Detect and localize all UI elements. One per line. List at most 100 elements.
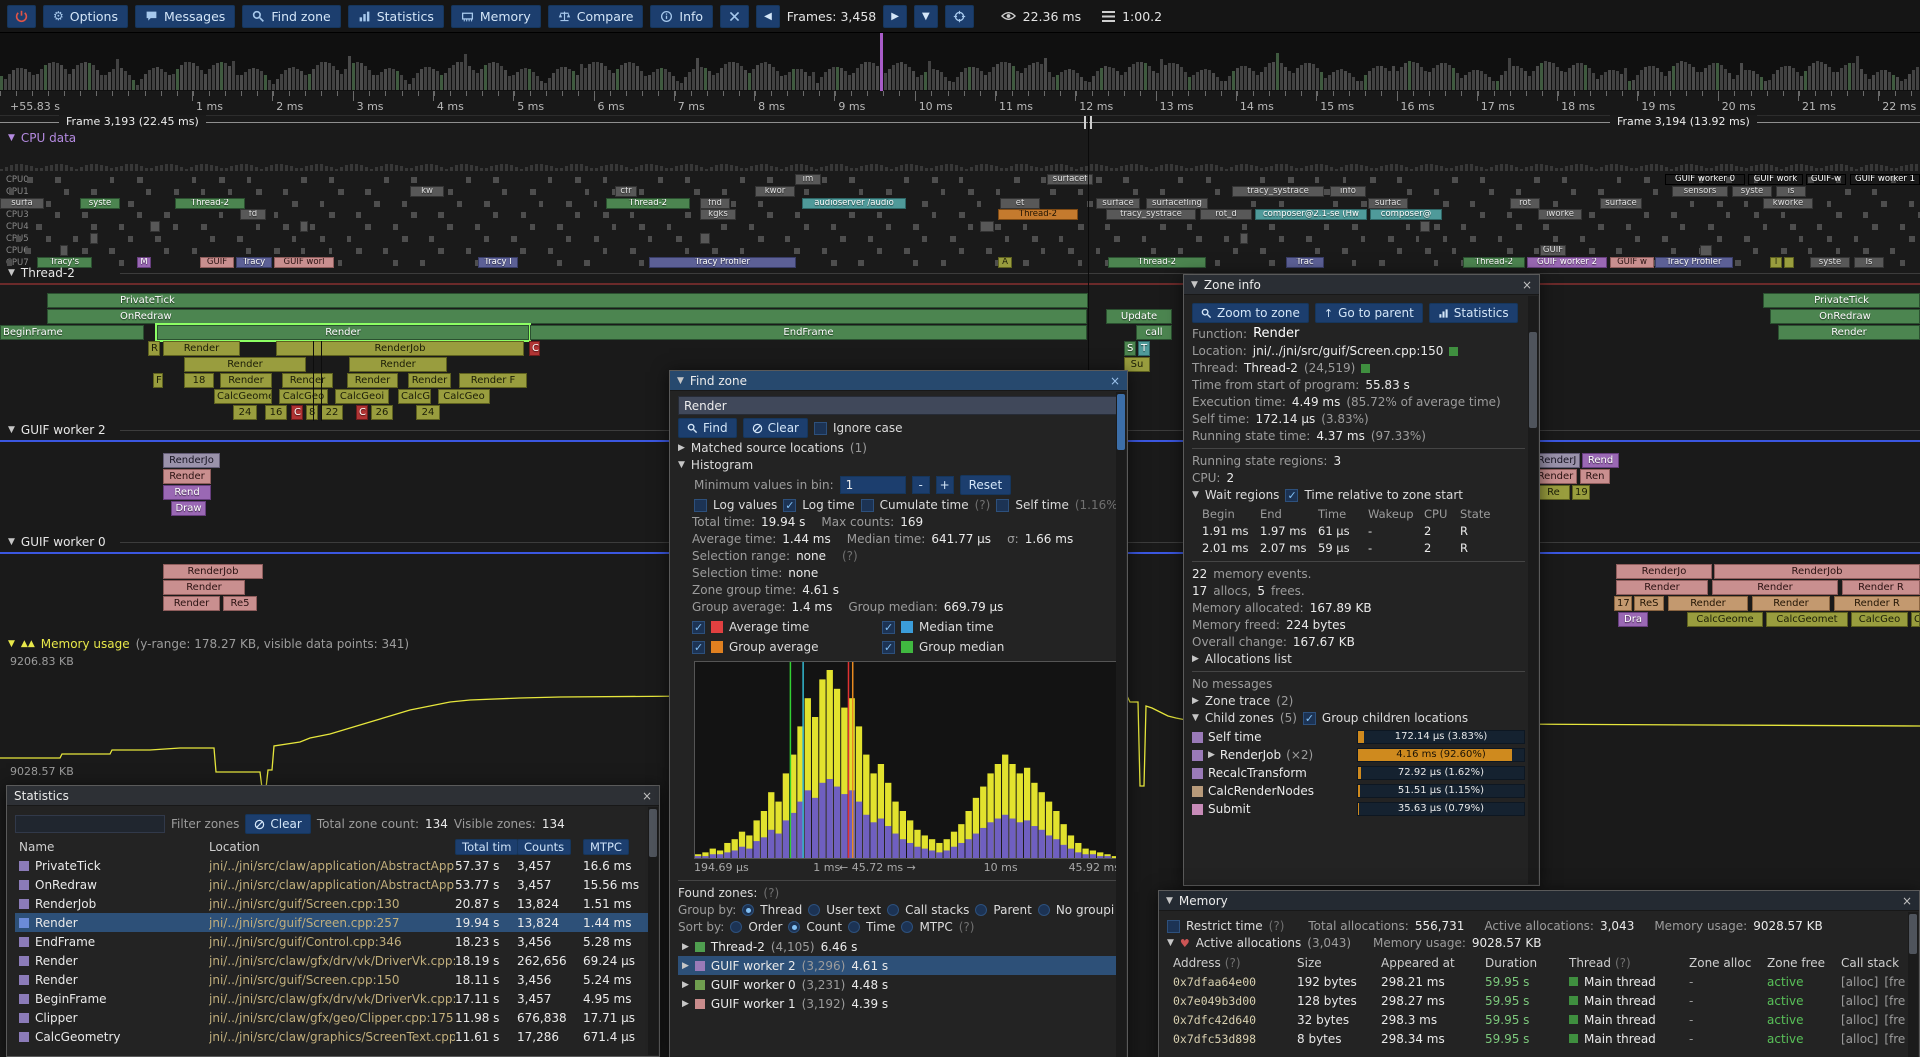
timeline-zone[interactable]: call (1136, 325, 1172, 340)
thread-header[interactable]: ▼ Thread-2 (8, 266, 75, 280)
search-input[interactable] (678, 396, 1118, 415)
column-header[interactable]: Size (1297, 955, 1322, 970)
zone-location[interactable]: jni/../jni/src/guif/Screen.cpp:130 (209, 896, 400, 911)
zone-location[interactable]: jni/../jni/src/guif/Control.cpp:346 (209, 934, 402, 949)
timeline-zone[interactable]: 17 (1614, 596, 1632, 611)
legend-checkbox[interactable] (692, 640, 705, 654)
cpu-zone[interactable]: kworke (1763, 197, 1813, 209)
cpu-zone[interactable]: info (1330, 185, 1366, 197)
time-ruler[interactable]: +55.83 s 1 ms 2 ms 3 ms 4 ms 5 ms 6 ms 7 ms 8 m… (0, 91, 1920, 116)
allocation-address[interactable]: 0x7dfc53d898 (1173, 1031, 1257, 1046)
column-header[interactable]: Location (209, 839, 260, 854)
group-children-checkbox[interactable] (1302, 711, 1316, 725)
cpu-zone[interactable] (1700, 244, 1712, 256)
column-header[interactable]: Zone alloc (1689, 955, 1752, 970)
timeline-zone[interactable]: RenderJo (163, 453, 220, 468)
collapse-arrow-icon[interactable]: ▼ (1191, 279, 1198, 290)
cpu-zone[interactable]: im (795, 174, 821, 185)
legend-checkbox[interactable] (882, 640, 895, 654)
zone-group-row[interactable]: ▶ GUIF worker 2 (3,296) 4.61 s (678, 956, 1119, 975)
help-icon[interactable]: (?) (1268, 919, 1285, 933)
frame-label[interactable]: Frame 3,194 (13.92 ms) (1610, 115, 1757, 128)
cpu-zone[interactable]: surface (1600, 197, 1642, 209)
table-row[interactable]: Clipper jni/../jni/src/claw/gfx/geo/Clipp… (15, 1008, 651, 1027)
allocations-list-row[interactable]: ▶ Allocations list (1192, 652, 1292, 666)
memory-usage-header[interactable]: ▼ ▲▲ Memory usage (y-range: 178.27 KB, v… (8, 637, 409, 651)
child-zone-row[interactable]: Self time 172.14 μs (3.83%) (1192, 728, 1525, 746)
table-row[interactable]: BeginFrame jni/../jni/src/claw/gfx/drv/vk… (15, 989, 651, 1008)
zone-location[interactable]: jni/../jni/src/claw/application/Abstract… (209, 858, 455, 873)
legend-item[interactable]: Median time (882, 620, 1072, 634)
collapse-arrow-icon[interactable]: ▼ (8, 133, 15, 143)
timeline-zone[interactable]: EndFrame (530, 325, 1087, 340)
column-header[interactable]: CPU (1424, 506, 1448, 521)
zone-location[interactable]: jni/../jni/src/claw/gfx/geo/Clipper.cpp:… (209, 1010, 454, 1025)
reset-button[interactable]: Reset (959, 475, 1012, 495)
cpu-zone[interactable] (700, 233, 710, 244)
allocation-thread[interactable]: Main thread (1584, 1012, 1656, 1027)
cpu-data-header[interactable]: ▼ CPU data (8, 131, 76, 145)
order-radio[interactable] (730, 921, 743, 933)
cpu-zone[interactable]: fnd (700, 197, 730, 209)
cpu-zone[interactable]: M (137, 256, 151, 268)
min-bin-input[interactable] (839, 476, 906, 494)
cpu-zone[interactable]: surfacef (1047, 174, 1093, 185)
cpu-zone[interactable] (300, 221, 308, 233)
cpu-zone[interactable]: GUIF worl (274, 256, 334, 268)
cpu-zone[interactable]: composer@ (1370, 209, 1442, 221)
table-row[interactable]: PrivateTick jni/../jni/src/claw/applicati… (15, 856, 651, 875)
timeline-zone[interactable]: OnRedraw (47, 309, 1087, 324)
timeline-zone[interactable]: CalcGeo (279, 389, 328, 404)
collapse-arrow-icon[interactable]: ▼ (8, 537, 15, 547)
allocation-address[interactable]: 0x7dfaa64e00 (1173, 974, 1257, 989)
histogram-section-row[interactable]: ▼ Histogram (678, 458, 754, 472)
cpu-zone[interactable]: Thread-2 (1463, 256, 1525, 268)
cpu-zone[interactable]: Thread-2 (606, 197, 690, 209)
memory-titlebar[interactable]: ▼ Memory × (1159, 891, 1919, 911)
find-zone-button[interactable]: Find zone (242, 4, 341, 28)
table-row[interactable]: Render jni/../jni/src/guif/Screen.cpp:150… (15, 970, 651, 989)
expand-arrow-icon[interactable]: ▶ (682, 941, 689, 952)
table-row[interactable]: OnRedraw jni/../jni/src/claw/application/… (15, 875, 651, 894)
cpu-zone[interactable]: Thread-2 (998, 209, 1078, 221)
cpu-zone[interactable]: Tracy Profiler (1655, 256, 1733, 268)
allocation-thread[interactable]: Main thread (1584, 993, 1656, 1008)
timeline-zone[interactable]: OnRedraw (1770, 309, 1920, 324)
cpu-zone[interactable]: GUIF worker 1 (1850, 174, 1920, 185)
timeline-zone[interactable]: Render (155, 323, 531, 342)
cpu-zone[interactable]: syste (1810, 256, 1850, 268)
collapse-arrow-icon[interactable]: ▼ (1167, 938, 1174, 948)
expand-arrow-icon[interactable]: ▶ (1208, 750, 1215, 760)
find-button[interactable]: Find (678, 418, 737, 438)
scrollbar[interactable] (1528, 296, 1538, 884)
cpu-zone[interactable]: Tracy (236, 256, 272, 268)
timeline-zone[interactable]: Render (163, 596, 220, 611)
wait-table-row[interactable]: 1.91 ms 1.97 ms 61 μs -2 R (1202, 523, 1468, 538)
compare-button[interactable]: Compare (547, 4, 644, 28)
mtpc-radio[interactable] (901, 921, 914, 933)
count-radio[interactable] (788, 921, 801, 933)
zone-location[interactable]: jni/../jni/src/guif/Screen.cpp:150 (209, 972, 400, 987)
column-header[interactable]: Appeared at (1381, 955, 1455, 970)
timeline-zone[interactable]: PrivateTick (47, 293, 1088, 308)
collapse-arrow-icon[interactable]: ▼ (678, 460, 685, 470)
cumulate-time-checkbox[interactable] (860, 498, 874, 512)
cpu-zone[interactable]: fd (240, 209, 266, 221)
table-row[interactable]: RenderJob jni/../jni/src/guif/Screen.cpp:… (15, 894, 651, 913)
cpu-zone[interactable]: GUIF (200, 256, 234, 268)
messages-button[interactable]: Messages (135, 4, 236, 28)
prev-frame-button[interactable]: ◀ (756, 4, 780, 28)
time-radio[interactable] (848, 921, 861, 933)
column-header[interactable]: Thread (?) (1569, 955, 1631, 970)
zone-statistics-button[interactable]: Statistics (1428, 303, 1518, 323)
increment-button[interactable]: + (935, 476, 954, 494)
timeline-zone[interactable]: 24 (233, 405, 257, 420)
allocation-thread[interactable]: Main thread (1584, 1031, 1656, 1046)
timeline-zone[interactable]: Render (1668, 596, 1748, 611)
cpu-zone[interactable]: surfacefling (1146, 197, 1208, 209)
power-button[interactable] (7, 4, 36, 28)
collapse-arrow-icon[interactable]: ▼ (8, 268, 15, 278)
timeline-zone[interactable]: F (153, 373, 163, 388)
collapse-arrow-icon[interactable]: ▼ (677, 375, 684, 386)
self-time-checkbox[interactable] (996, 498, 1010, 512)
